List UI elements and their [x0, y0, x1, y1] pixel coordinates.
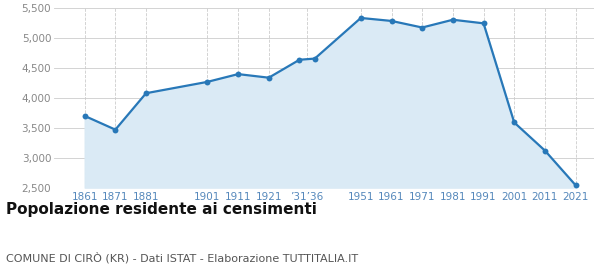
Point [448, 18, 458, 22]
Point [295, 57, 304, 62]
Point [203, 80, 212, 84]
Point [509, 120, 519, 125]
Point [479, 21, 488, 25]
Point [233, 72, 243, 76]
Point [418, 25, 427, 30]
Point [540, 148, 550, 153]
Point [264, 75, 274, 80]
Text: COMUNE DI CIRÒ (KR) - Dati ISTAT - Elaborazione TUTTITALIA.IT: COMUNE DI CIRÒ (KR) - Dati ISTAT - Elabo… [6, 252, 358, 263]
Point [387, 19, 397, 23]
Point [310, 56, 320, 61]
Point [110, 127, 120, 132]
Text: Popolazione residente ai censimenti: Popolazione residente ai censimenti [6, 202, 317, 217]
Point [80, 114, 89, 118]
Point [356, 16, 365, 20]
Point [141, 91, 151, 95]
Point [571, 183, 580, 187]
